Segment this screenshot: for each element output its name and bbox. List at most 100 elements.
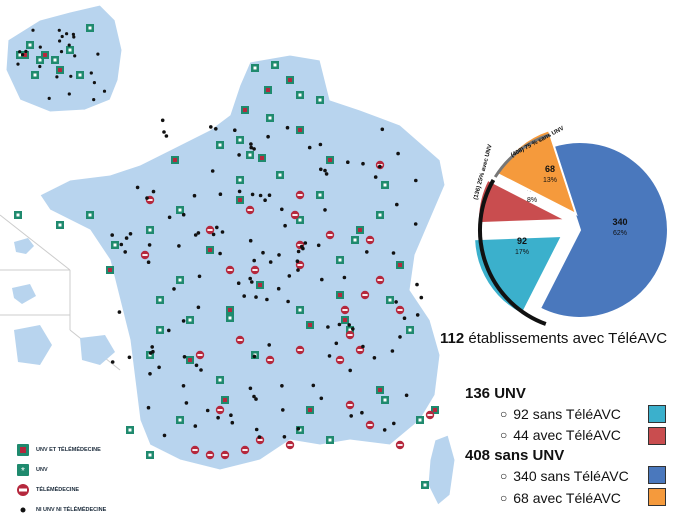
- no-service-marker: [151, 189, 156, 194]
- no-service-marker: [67, 43, 71, 47]
- unv-marker-mark: [188, 318, 192, 322]
- telemedecine-marker-mark: [257, 439, 263, 441]
- no-service-marker: [365, 250, 369, 254]
- no-service-marker: [181, 319, 186, 323]
- no-service-marker: [55, 75, 59, 79]
- unv-telemedecine-marker-mark: [308, 408, 312, 412]
- no-service-marker: [167, 328, 171, 333]
- no-service-marker: [404, 393, 409, 398]
- unv-item-avec: ○ 44 avec TéléAVC: [500, 427, 621, 443]
- no-service-marker: [237, 189, 242, 194]
- telemedecine-marker-mark: [347, 334, 353, 336]
- telemedecine-marker-mark: [197, 354, 203, 356]
- no-service-marker: [319, 167, 323, 172]
- no-service-marker: [337, 322, 342, 327]
- unv-telemedecine-marker-mark: [260, 156, 264, 160]
- no-service-marker: [254, 397, 258, 401]
- unv-marker-mark: [58, 223, 62, 227]
- unv-icon: *: [17, 464, 29, 477]
- pie-slice: [538, 141, 669, 319]
- no-service-marker: [177, 244, 181, 248]
- no-service-marker: [263, 198, 267, 202]
- unv-telemedecine-marker-mark: [173, 158, 177, 162]
- unv-marker-mark: [238, 138, 242, 142]
- unv-marker-mark: [418, 418, 422, 422]
- unv-marker-mark: [298, 428, 302, 432]
- telemedecine-marker-mark: [242, 449, 248, 451]
- no-service-marker: [96, 52, 100, 56]
- telemedecine-icon: [17, 484, 29, 496]
- no-service-marker: [47, 96, 51, 100]
- no-service-marker: [24, 49, 28, 54]
- pie-slice: [473, 234, 564, 316]
- no-service-marker: [254, 427, 259, 432]
- no-service-marker: [236, 281, 241, 286]
- legend-item-telemedecine: Télémédecine: [16, 480, 166, 500]
- unv-marker-mark: [353, 238, 357, 242]
- no-service-marker: [311, 383, 316, 388]
- summary-text: établissements avec TéléAVC: [468, 330, 668, 347]
- martinique-inset: [12, 284, 36, 304]
- unv-marker-mark: [38, 58, 42, 62]
- no-service-marker: [319, 396, 324, 401]
- no-service-marker: [394, 300, 398, 304]
- no-service-marker: [128, 232, 133, 236]
- unv-telemedecine-marker-mark: [288, 78, 292, 82]
- guadeloupe-inset: [14, 238, 34, 254]
- telemedecine-marker-mark: [237, 339, 243, 341]
- telemedecine-marker-mark: [247, 209, 253, 211]
- unv-telemedecine-marker-mark: [378, 388, 382, 392]
- pie-slice-pct: 17%: [515, 249, 529, 256]
- pie-slice-pct: 8%: [527, 197, 537, 204]
- no-service-marker: [92, 98, 96, 102]
- no-service-marker: [248, 386, 253, 391]
- unv-marker-mark: [158, 298, 162, 302]
- unv-marker-mark: [298, 308, 302, 312]
- no-service-marker: [218, 251, 222, 256]
- telemedecine-marker-mark: [222, 454, 228, 456]
- no-service-marker: [413, 222, 418, 226]
- unv-telemedecine-marker-mark: [258, 283, 262, 287]
- telemedecine-marker-mark: [292, 214, 298, 216]
- no-service-marker: [148, 372, 152, 376]
- no-service-marker: [415, 282, 419, 287]
- no-service-marker: [380, 127, 385, 132]
- sans-unv-item-avec: ○ 68 avec TéléAVC: [500, 490, 621, 506]
- no-service-marker: [110, 360, 115, 364]
- unv-marker-mark: [238, 178, 242, 182]
- no-service-marker: [119, 242, 124, 247]
- unv-marker-mark: [298, 93, 302, 97]
- unv-marker-mark: [253, 66, 257, 70]
- no-service-marker: [346, 160, 350, 164]
- no-service-marker: [182, 355, 187, 359]
- no-service-marker: [320, 277, 324, 282]
- no-service-marker: [396, 151, 400, 156]
- unv-marker-mark: [148, 453, 152, 457]
- no-service-marker: [295, 259, 300, 264]
- unv-marker-mark: [218, 378, 222, 382]
- no-service-marker: [250, 280, 254, 284]
- pie-slice-pct: 13%: [543, 177, 557, 184]
- no-service-marker: [117, 310, 122, 314]
- no-service-marker: [323, 208, 327, 212]
- no-service-marker: [92, 81, 96, 85]
- no-service-marker: [233, 128, 237, 132]
- swatch-blue: [648, 466, 666, 484]
- no-service-marker: [215, 225, 219, 230]
- no-service-marker: [265, 297, 269, 302]
- unv-marker-mark: [28, 43, 32, 47]
- no-service-marker: [146, 260, 151, 265]
- mainland-france: [39, 54, 446, 471]
- telemedecine-marker-mark: [297, 264, 303, 266]
- no-service-marker: [382, 428, 387, 432]
- no-service-marker: [267, 343, 272, 347]
- legend-label: UNV: [36, 467, 48, 473]
- no-service-marker: [361, 161, 365, 166]
- unv-marker-mark: [218, 143, 222, 147]
- no-service-marker: [390, 349, 395, 353]
- no-service-marker: [71, 32, 75, 37]
- pie-slice-value: 68: [545, 164, 555, 174]
- no-service-marker: [296, 249, 301, 254]
- no-service-marker: [69, 74, 73, 78]
